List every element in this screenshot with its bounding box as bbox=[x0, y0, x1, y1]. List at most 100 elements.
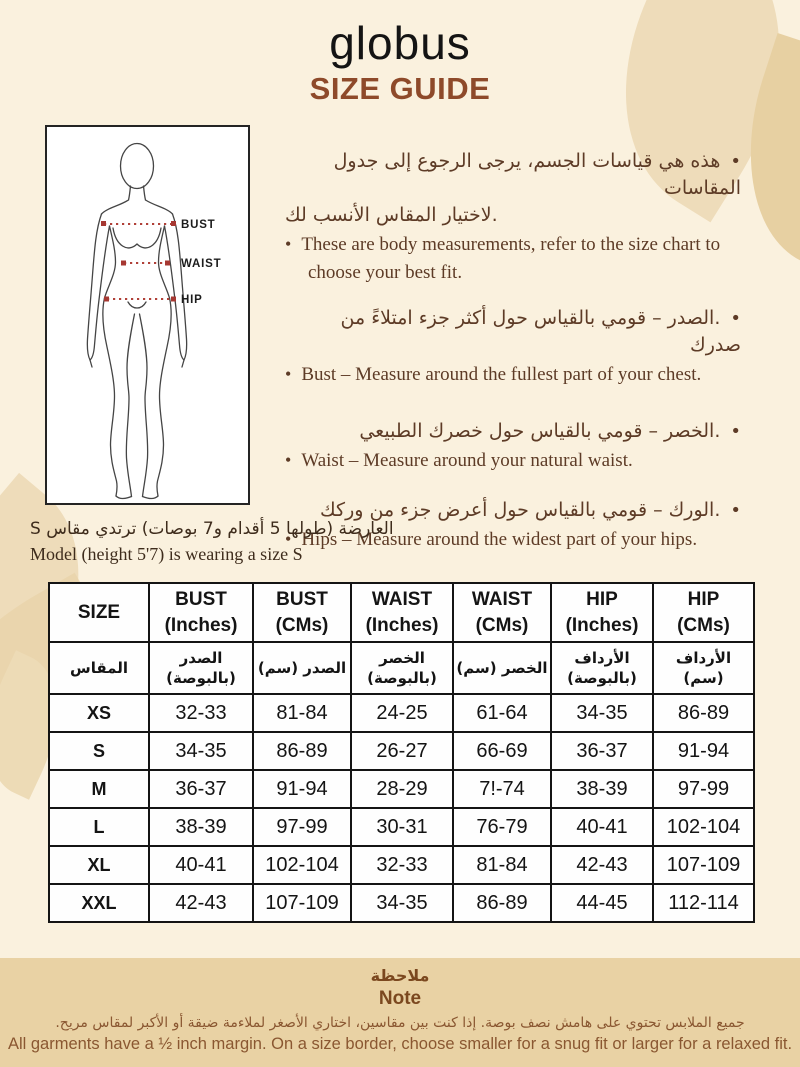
instruction-waist: •.الخصر – قومي بالقياس حول خصرك الطبيعي … bbox=[285, 418, 741, 473]
instruction-text-en: Hips – Measure around the widest part of… bbox=[301, 529, 698, 550]
table-cell: 34-35 bbox=[148, 731, 254, 771]
table-row-xxl: XXL 42-43 107-109 34-35 86-89 44-45 112-… bbox=[48, 883, 755, 923]
table-cell: 38-39 bbox=[550, 769, 654, 809]
page-title: SIZE GUIDE bbox=[309, 71, 491, 106]
column-header-ar: الخصر (سم) bbox=[452, 641, 552, 695]
column-header-ar: الأرداف (سم) bbox=[652, 641, 755, 695]
table-row-s: S 34-35 86-89 26-27 66-69 36-37 91-94 bbox=[48, 731, 755, 771]
table-cell: 76-79 bbox=[452, 807, 552, 847]
column-header: WAIST (Inches) bbox=[350, 582, 454, 643]
table-cell: 112-114 bbox=[652, 883, 755, 923]
table-cell: 107-109 bbox=[252, 883, 352, 923]
column-header: HIP (CMs) bbox=[652, 582, 755, 643]
column-header-ar: الخصر (بالبوصة) bbox=[350, 641, 454, 695]
table-cell: 102-104 bbox=[652, 807, 755, 847]
instruction-text-ar: .الخصر – قومي بالقياس حول خصرك الطبيعي bbox=[359, 420, 721, 442]
column-header: BUST (CMs) bbox=[252, 582, 352, 643]
table-row-l: L 38-39 97-99 30-31 76-79 40-41 102-104 bbox=[48, 807, 755, 847]
size-chart-table: SIZE BUST (Inches) BUST (CMs) WAIST (Inc… bbox=[48, 582, 755, 923]
size-label: XXL bbox=[48, 883, 150, 923]
table-cell: 40-41 bbox=[148, 845, 254, 885]
female-figure-illustration: BUST WAIST HIP bbox=[86, 142, 221, 500]
instruction-text-ar: .الورك – قومي بالقياس حول أعرض جزء من ور… bbox=[320, 499, 721, 521]
instruction-text-en: choose your best fit. bbox=[308, 262, 463, 283]
table-row-xs: XS 32-33 81-84 24-25 61-64 34-35 86-89 bbox=[48, 693, 755, 733]
table-row-xl: XL 40-41 102-104 32-33 81-84 42-43 107-1… bbox=[48, 845, 755, 885]
instruction-hips: • .الورك – قومي بالقياس حول أعرض جزء من و… bbox=[285, 497, 741, 552]
instruction-text-ar: .لاختيار المقاس الأنسب لك bbox=[285, 204, 498, 226]
note-title-ar: ملاحظة bbox=[370, 966, 430, 985]
table-cell: 86-89 bbox=[452, 883, 552, 923]
table-cell: 91-94 bbox=[652, 731, 755, 771]
note-body-en: All garments have a ½ inch margin. On a … bbox=[7, 1035, 793, 1053]
column-header-ar: الصدر (بالبوصة) bbox=[148, 641, 254, 695]
table-cell: 28-29 bbox=[350, 769, 454, 809]
table-cell: 30-31 bbox=[350, 807, 454, 847]
instruction-text-ar: .الصدر – قومي بالقياس حول أكثر جزء امتلا… bbox=[340, 307, 741, 356]
size-label: L bbox=[48, 807, 150, 847]
instruction-text-en: Waist – Measure around your natural wais… bbox=[301, 450, 633, 471]
table-cell: 102-104 bbox=[252, 845, 352, 885]
measurement-lines bbox=[104, 223, 173, 300]
instruction-text-en: Bust – Measure around the fullest part o… bbox=[301, 364, 702, 385]
table-cell: 38-39 bbox=[148, 807, 254, 847]
table-cell: 97-99 bbox=[252, 807, 352, 847]
table-cell: 81-84 bbox=[252, 693, 352, 733]
bullet-icon: • bbox=[285, 234, 292, 254]
body-measurement-diagram: BUST WAIST HIP bbox=[45, 125, 250, 505]
table-cell: 34-35 bbox=[350, 883, 454, 923]
table-cell: 34-35 bbox=[550, 693, 654, 733]
waist-label: WAIST bbox=[181, 258, 221, 270]
model-note-ar: العارضة (طولها 5 أقدام و7 بوصات) ترتدي م… bbox=[30, 519, 394, 539]
column-header: BUST (Inches) bbox=[148, 582, 254, 643]
model-note: العارضة (طولها 5 أقدام و7 بوصات) ترتدي م… bbox=[30, 516, 490, 567]
table-cell: 42-43 bbox=[550, 845, 654, 885]
column-header: WAIST (CMs) bbox=[452, 582, 552, 643]
instruction-bust: •.الصدر – قومي بالقياس حول أكثر جزء امتل… bbox=[285, 305, 741, 387]
table-cell: 61-64 bbox=[452, 693, 552, 733]
size-label: S bbox=[48, 731, 150, 771]
table-header-row-ar: المقاس الصدر (بالبوصة) الصدر (سم) الخصر … bbox=[48, 641, 755, 695]
table-cell: 24-25 bbox=[350, 693, 454, 733]
table-cell: 7!-74 bbox=[452, 769, 552, 809]
table-cell: 44-45 bbox=[550, 883, 654, 923]
table-cell: 107-109 bbox=[652, 845, 755, 885]
note-title-en: Note bbox=[378, 988, 422, 1009]
bullet-icon: • bbox=[730, 500, 741, 521]
table-cell: 26-27 bbox=[350, 731, 454, 771]
brand-logo: globus bbox=[329, 17, 471, 69]
bust-label: BUST bbox=[181, 219, 216, 231]
table-cell: 81-84 bbox=[452, 845, 552, 885]
table-cell: 32-33 bbox=[350, 845, 454, 885]
instruction-general: •هذه هي قياسات الجسم، يرجى الرجوع إلى جد… bbox=[285, 148, 741, 285]
size-label: XL bbox=[48, 845, 150, 885]
column-header-ar: الأرداف (بالبوصة) bbox=[550, 641, 654, 695]
bullet-icon: • bbox=[730, 421, 741, 442]
table-cell: 97-99 bbox=[652, 769, 755, 809]
bullet-icon: • bbox=[285, 450, 292, 470]
table-cell: 66-69 bbox=[452, 731, 552, 771]
table-cell: 32-33 bbox=[148, 693, 254, 733]
size-label: M bbox=[48, 769, 150, 809]
column-header-ar: الصدر (سم) bbox=[252, 641, 352, 695]
table-cell: 36-37 bbox=[148, 769, 254, 809]
instruction-text-ar: هذه هي قياسات الجسم، يرجى الرجوع إلى جدو… bbox=[333, 150, 741, 199]
bullet-icon: • bbox=[730, 151, 741, 172]
model-note-en: Model (height 5'7) is wearing a size S bbox=[30, 544, 303, 564]
table-cell: 86-89 bbox=[652, 693, 755, 733]
table-row-m: M 36-37 91-94 28-29 7!-74 38-39 97-99 bbox=[48, 769, 755, 809]
hip-label: HIP bbox=[181, 294, 203, 306]
size-label: XS bbox=[48, 693, 150, 733]
table-cell: 86-89 bbox=[252, 731, 352, 771]
note-body-ar: جميع الملابس تحتوي على هامش نصف بوصة. إذ… bbox=[55, 1015, 745, 1031]
column-header: SIZE bbox=[48, 582, 150, 643]
table-header-row-en: SIZE BUST (Inches) BUST (CMs) WAIST (Inc… bbox=[48, 582, 755, 643]
note-section: ملاحظة Note جميع الملابس تحتوي على هامش … bbox=[0, 958, 800, 1067]
table-cell: 40-41 bbox=[550, 807, 654, 847]
table-cell: 36-37 bbox=[550, 731, 654, 771]
measurement-instructions: •هذه هي قياسات الجسم، يرجى الرجوع إلى جد… bbox=[285, 148, 741, 552]
instruction-text-en: These are body measurements, refer to th… bbox=[301, 234, 721, 255]
bullet-icon: • bbox=[285, 529, 292, 549]
column-header: HIP (Inches) bbox=[550, 582, 654, 643]
